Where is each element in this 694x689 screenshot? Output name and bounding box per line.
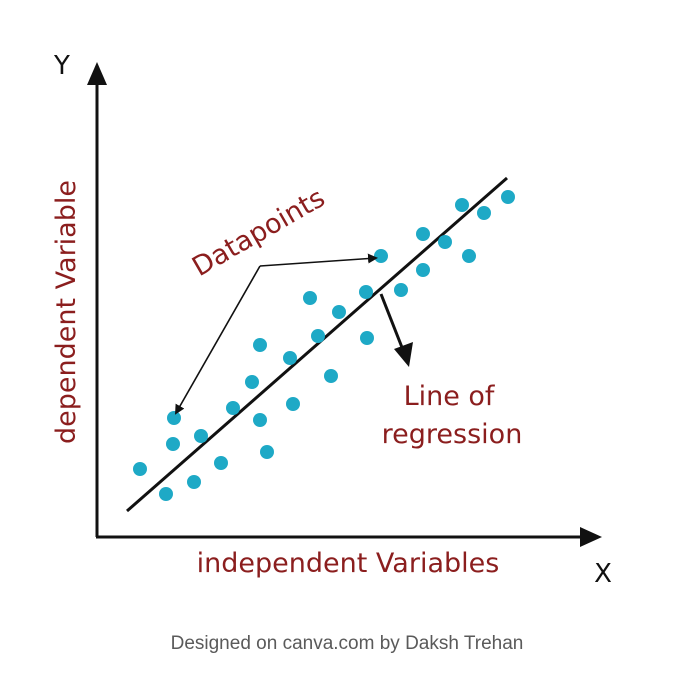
data-point (360, 331, 374, 345)
y-axis-label: dependent Variable (51, 180, 82, 444)
x-axis-letter: X (594, 559, 612, 589)
regression-label-line1: Line of (404, 381, 496, 412)
data-point (455, 198, 469, 212)
data-point (187, 475, 201, 489)
data-point (166, 437, 180, 451)
data-point (253, 413, 267, 427)
data-point (501, 190, 515, 204)
data-point (253, 338, 267, 352)
x-axis-arrowhead (580, 527, 602, 547)
regression-label-line2: regression (382, 419, 523, 450)
data-point (359, 285, 373, 299)
image-caption: Designed on canva.com by Daksh Trehan (170, 633, 524, 654)
data-point (394, 283, 408, 297)
data-points (133, 190, 515, 501)
data-point (133, 462, 147, 476)
data-point (477, 206, 491, 220)
data-point (286, 397, 300, 411)
data-point (167, 411, 181, 425)
data-point (283, 351, 297, 365)
data-point (416, 263, 430, 277)
x-axis-label: independent Variables (197, 548, 500, 579)
data-point (311, 329, 325, 343)
data-point (194, 429, 208, 443)
data-point (260, 445, 274, 459)
data-point (374, 249, 388, 263)
regression-pointer-shaft (379, 293, 405, 351)
y-axis-letter: Y (53, 51, 70, 81)
data-point (226, 401, 240, 415)
data-point (462, 249, 476, 263)
data-point (416, 227, 430, 241)
regression-line (126, 176, 508, 513)
data-point (245, 375, 259, 389)
datapoints-pointer-left (175, 265, 261, 415)
data-point (324, 369, 338, 383)
data-point (303, 291, 317, 305)
datapoints-pointer-right (259, 253, 378, 267)
data-point (332, 305, 346, 319)
data-point (159, 487, 173, 501)
data-point (214, 456, 228, 470)
y-axis-arrowhead (87, 62, 107, 85)
data-point (438, 235, 452, 249)
regression-pointer-arrowhead (394, 342, 413, 367)
